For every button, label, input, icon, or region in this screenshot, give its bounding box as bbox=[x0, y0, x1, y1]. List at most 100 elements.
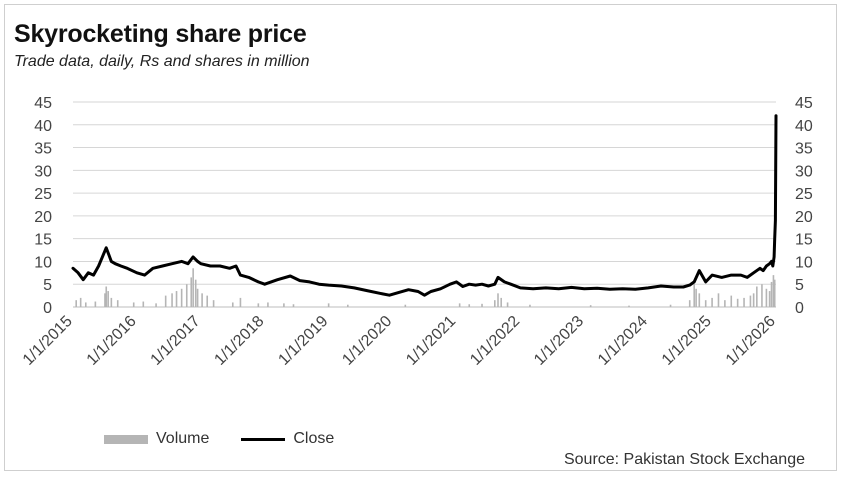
volume-bar bbox=[94, 301, 97, 307]
volume-bar bbox=[695, 288, 697, 307]
volume-bar bbox=[693, 284, 695, 307]
volume-bar bbox=[175, 291, 178, 307]
left-y-tick-label: 30 bbox=[34, 163, 52, 180]
volume-bar bbox=[231, 302, 234, 307]
volume-bar bbox=[190, 277, 193, 307]
legend-swatch-close bbox=[241, 437, 286, 441]
legend-swatch-volume bbox=[104, 434, 148, 444]
volume-bar bbox=[500, 297, 502, 307]
volume-bar bbox=[730, 295, 733, 307]
volume-bar bbox=[772, 275, 775, 307]
legend-label-volume: Volume bbox=[156, 430, 210, 447]
volume-bar bbox=[267, 302, 269, 307]
volume-bar bbox=[75, 300, 77, 307]
volume-bar bbox=[589, 305, 592, 307]
volume-bar bbox=[116, 300, 119, 307]
x-tick-label: 1/1/2017 bbox=[148, 313, 204, 369]
volume-bar bbox=[761, 284, 763, 307]
volume-bar bbox=[724, 300, 726, 307]
left-y-tick-label: 10 bbox=[34, 254, 52, 271]
left-y-tick-label: 40 bbox=[34, 118, 52, 135]
legend-item-close: Close bbox=[241, 430, 334, 448]
close-line bbox=[71, 114, 778, 297]
volume-bar bbox=[688, 300, 691, 307]
right-y-tick-label: 10 bbox=[795, 254, 813, 271]
volume-bar bbox=[768, 291, 771, 307]
volume-bar bbox=[717, 293, 720, 307]
volume-bar bbox=[698, 293, 701, 307]
volume-bar bbox=[752, 293, 755, 307]
volume-bar bbox=[180, 288, 183, 307]
left-y-tick-label: 20 bbox=[34, 209, 52, 226]
volume-bar bbox=[201, 293, 203, 307]
x-tick-label: 1/1/2021 bbox=[403, 313, 459, 369]
left-y-tick-label: 0 bbox=[43, 300, 52, 317]
volume-bar bbox=[84, 302, 87, 307]
volume-bar bbox=[497, 293, 499, 307]
volume-bar bbox=[196, 288, 199, 307]
right-y-tick-label: 0 bbox=[795, 300, 804, 317]
x-tick-label: 1/1/2024 bbox=[595, 313, 651, 369]
x-tick-label: 1/1/2020 bbox=[339, 313, 395, 369]
right-y-tick-label: 30 bbox=[795, 163, 813, 180]
right-y-tick-label: 40 bbox=[795, 118, 813, 135]
chart-title: Skyrocketing share price bbox=[14, 20, 307, 48]
x-tick-label: 1/1/2015 bbox=[20, 313, 76, 369]
x-tick-label: 1/1/2026 bbox=[723, 313, 779, 369]
right-y-tick-label: 35 bbox=[795, 141, 813, 158]
legend: Volume Close bbox=[104, 428, 366, 450]
volume-bar bbox=[185, 284, 188, 307]
volume-bar bbox=[347, 304, 349, 307]
volume-bar bbox=[773, 279, 776, 307]
right-y-tick-label: 5 bbox=[795, 277, 804, 294]
x-axis: 1/1/2015 1/1/2016 1/1/2017 1/1/2018 1/1/2019… bbox=[20, 313, 779, 369]
volume-bar bbox=[743, 297, 745, 307]
volume-bar bbox=[107, 291, 109, 307]
volume-bar bbox=[104, 293, 106, 307]
volume-bar bbox=[529, 304, 531, 307]
x-tick-label: 1/1/2025 bbox=[659, 313, 715, 369]
volume-bar bbox=[283, 303, 285, 307]
close-line-group bbox=[71, 114, 778, 297]
legend-label-close: Close bbox=[293, 430, 335, 447]
left-y-axis: 0 5 10 15 20 25 30 35 40 45 bbox=[34, 95, 52, 317]
x-tick-label: 1/1/2022 bbox=[467, 313, 523, 369]
volume-bar bbox=[292, 304, 295, 307]
volume-bar bbox=[506, 302, 509, 307]
left-y-tick-label: 15 bbox=[34, 232, 52, 249]
right-y-tick-label: 20 bbox=[795, 209, 813, 226]
volume-bar bbox=[194, 279, 197, 307]
legend-item-volume: Volume bbox=[104, 430, 209, 448]
left-y-tick-label: 35 bbox=[34, 141, 52, 158]
volume-bar bbox=[79, 297, 82, 307]
right-y-tick-label: 45 bbox=[795, 95, 813, 112]
volume-bar bbox=[494, 300, 496, 307]
volume-bar bbox=[164, 295, 167, 307]
volume-bar bbox=[155, 303, 157, 307]
volume-bar bbox=[192, 268, 194, 307]
volume-bar bbox=[756, 286, 758, 307]
volume-bar bbox=[711, 297, 713, 307]
volume-bar bbox=[770, 281, 773, 307]
left-y-tick-label: 25 bbox=[34, 186, 52, 203]
volume-bar bbox=[468, 304, 471, 307]
volume-bar bbox=[404, 304, 407, 307]
volume-bar bbox=[257, 303, 260, 307]
x-tick-label: 1/1/2016 bbox=[84, 313, 140, 369]
volume-bar bbox=[171, 293, 173, 307]
volume-bar bbox=[481, 303, 483, 307]
x-tick-label: 1/1/2023 bbox=[531, 313, 587, 369]
right-y-tick-label: 25 bbox=[795, 186, 813, 203]
left-y-tick-label: 45 bbox=[34, 95, 52, 112]
volume-bar bbox=[105, 286, 108, 307]
chart-frame bbox=[4, 4, 837, 471]
right-y-axis: 0 5 10 15 20 25 30 35 40 45 bbox=[795, 95, 813, 317]
x-tick-label: 1/1/2018 bbox=[211, 313, 267, 369]
left-y-tick-label: 5 bbox=[43, 277, 52, 294]
volume-bar bbox=[736, 298, 739, 307]
volume-bar bbox=[110, 297, 113, 307]
volume-bar bbox=[239, 297, 242, 307]
volume-bar bbox=[704, 300, 707, 307]
volume-bar bbox=[765, 288, 768, 307]
